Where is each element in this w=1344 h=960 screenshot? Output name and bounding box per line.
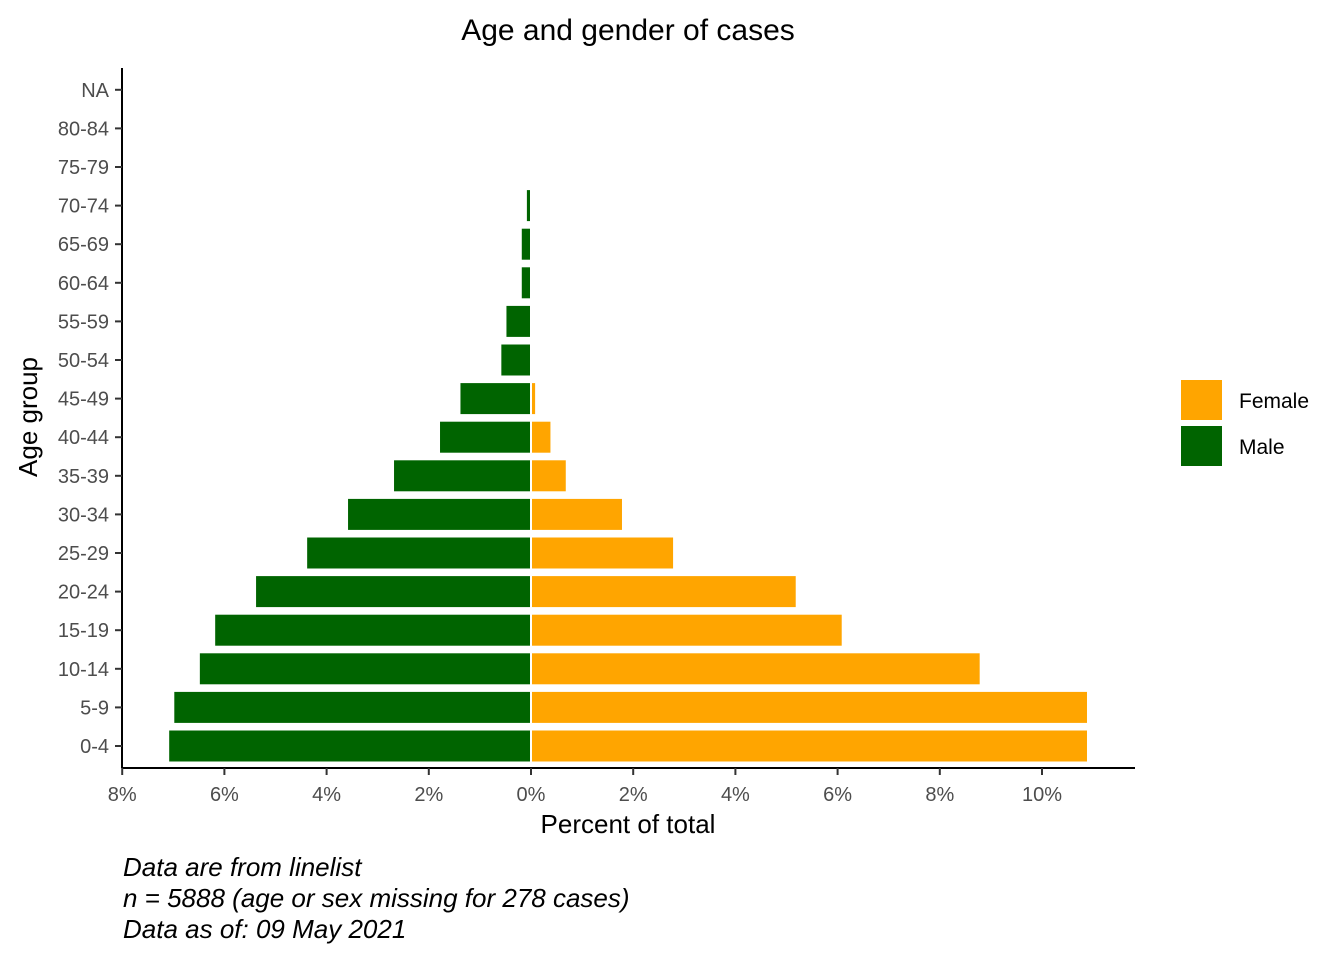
bar-female-40-44: [530, 419, 553, 455]
x-tick-label-6: 4%: [721, 784, 750, 806]
y-ticks-layer: 0-4 5-9 10-14 15-19 20-24 25-29 30-34 35-39 40-4…: [58, 80, 122, 758]
bar-male-50-54: [499, 342, 532, 378]
y-tick-label-55-59: 55-59: [58, 311, 109, 333]
y-tick-label-5-9: 5-9: [80, 697, 109, 719]
bar-female-10-14: [530, 651, 982, 687]
chart-caption: Data are from linelist n = 5888 (age or …: [123, 852, 630, 945]
x-tick-label-3: 2%: [414, 784, 443, 806]
bar-female-5-9: [530, 689, 1089, 725]
bar-male-5-9: [172, 689, 533, 725]
bar-male-10-14: [197, 651, 532, 687]
bar-male-20-24: [254, 574, 532, 610]
y-tick-label-15-19: 15-19: [58, 620, 109, 642]
bar-male-70-74: [524, 188, 533, 224]
bar-female-25-29: [530, 535, 676, 571]
bar-male-60-64: [519, 265, 533, 301]
bar-male-45-49: [458, 381, 532, 417]
x-tick-label-0: 8%: [108, 784, 137, 806]
bar-male-25-29: [305, 535, 532, 571]
x-tick-label-4: 0%: [517, 784, 546, 806]
bar-male-30-34: [346, 496, 533, 532]
x-axis-title: Percent of total: [541, 809, 716, 839]
y-tick-label-80-84: 80-84: [58, 118, 109, 140]
caption-source: Data are from linelist: [123, 852, 362, 882]
y-tick-label-10-14: 10-14: [58, 659, 109, 681]
x-ticks-layer: 8% 6% 4% 2% 0% 2% 4% 6% 8% 10%: [108, 768, 1062, 806]
y-tick-label-75-79: 75-79: [58, 157, 109, 179]
bar-female-35-39: [530, 458, 568, 494]
x-tick-label-9: 10%: [1022, 784, 1062, 806]
x-tick-label-7: 6%: [823, 784, 852, 806]
y-tick-label-na: NA: [81, 80, 109, 102]
caption-date: Data as of: 09 May 2021: [123, 914, 407, 944]
chart-title: Age and gender of cases: [461, 14, 795, 47]
y-tick-label-65-69: 65-69: [58, 234, 109, 256]
legend-label-female: Female: [1239, 390, 1309, 413]
y-axis-title: Age group: [13, 357, 43, 477]
bar-male-40-44: [438, 419, 532, 455]
x-tick-label-1: 6%: [210, 784, 239, 806]
bar-male-15-19: [213, 612, 532, 648]
y-tick-label-0-4: 0-4: [80, 736, 109, 758]
y-tick-label-25-29: 25-29: [58, 543, 109, 565]
bar-female-0-4: [530, 728, 1089, 764]
caption-count: n = 5888 (age or sex missing for 278 cas…: [123, 883, 630, 913]
bar-female-15-19: [530, 612, 844, 648]
bar-female-20-24: [530, 574, 798, 610]
y-tick-label-30-34: 30-34: [58, 504, 109, 526]
y-tick-label-40-44: 40-44: [58, 427, 109, 449]
y-tick-label-35-39: 35-39: [58, 466, 109, 488]
y-tick-label-60-64: 60-64: [58, 273, 109, 295]
bar-female-30-34: [530, 496, 624, 532]
bar-male-65-69: [519, 226, 533, 262]
bar-male-55-59: [504, 303, 533, 339]
y-tick-label-20-24: 20-24: [58, 582, 109, 604]
legend-key-male: [1181, 426, 1222, 466]
legend-key-female: [1181, 380, 1222, 420]
x-tick-label-8: 8%: [925, 784, 954, 806]
x-tick-label-5: 2%: [619, 784, 648, 806]
y-tick-label-45-49: 45-49: [58, 389, 109, 411]
bar-male-0-4: [167, 728, 532, 764]
y-tick-label-50-54: 50-54: [58, 350, 109, 372]
x-tick-label-2: 4%: [312, 784, 341, 806]
bar-male-35-39: [392, 458, 532, 494]
y-tick-label-70-74: 70-74: [58, 196, 109, 218]
bars-layer: [167, 188, 1089, 764]
legend: Female Male: [1181, 380, 1309, 466]
legend-label-male: Male: [1239, 436, 1285, 459]
